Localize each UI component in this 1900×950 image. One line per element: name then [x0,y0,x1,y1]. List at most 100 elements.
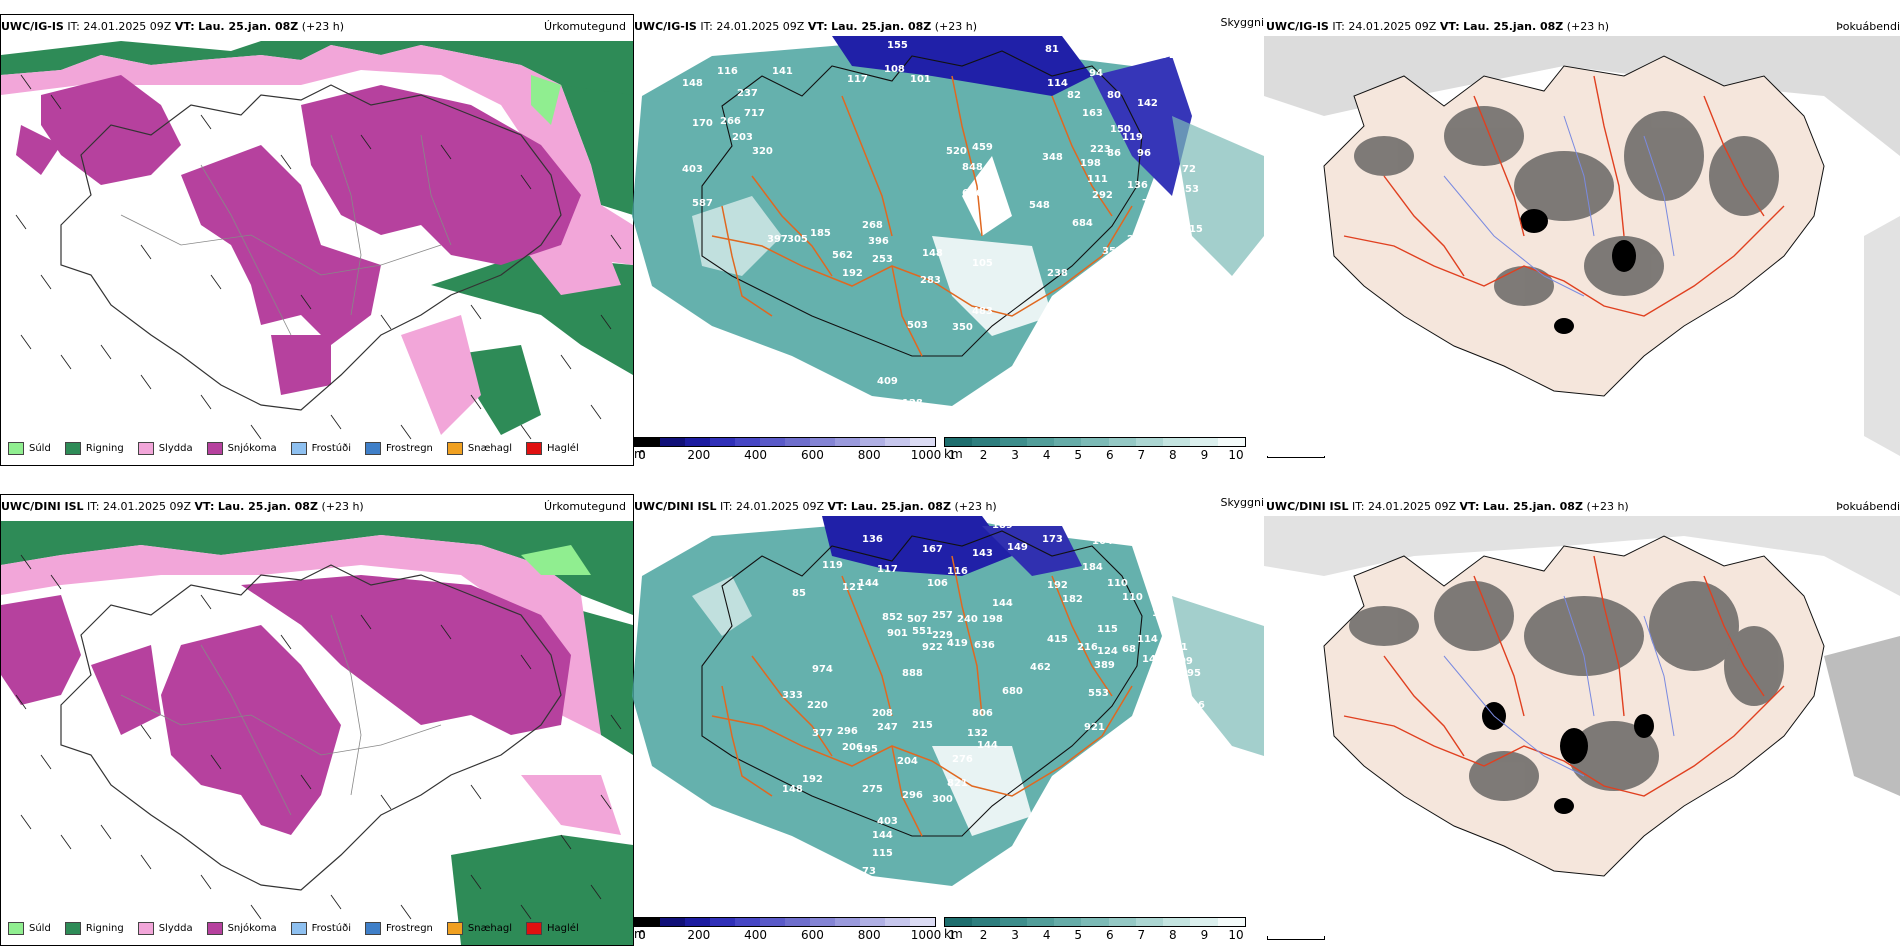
colorbar-segment [1054,918,1082,926]
colorbar-tick-label: 3 [1011,928,1019,942]
colorbar-segment [1026,438,1055,446]
svg-text:233: 233 [1127,234,1148,245]
svg-text:551: 551 [912,626,933,637]
svg-text:119: 119 [822,560,843,571]
svg-text:111: 111 [1087,174,1108,185]
svg-text:119: 119 [1122,132,1143,143]
colorbar-segment [860,918,885,926]
legend-item-snjokoma: Snjókoma [206,442,277,455]
panel-header: UWC/IG-IS IT: 24.01.2025 09Z VT: Lau. 25… [634,20,978,33]
svg-text:155: 155 [887,40,908,51]
colorbar-tick-label: 8 [1169,448,1177,462]
svg-text:72: 72 [1182,164,1196,175]
elevation-bar [634,437,936,447]
visibility-bar [944,437,1246,447]
svg-text:296: 296 [837,726,858,737]
svg-text:305: 305 [787,234,808,245]
svg-text:95: 95 [1187,668,1201,679]
svg-text:114: 114 [1137,634,1158,645]
precip-panel: UWC/DINI ISL IT: 24.01.2025 09Z VT: Lau.… [0,490,634,946]
colorbar-segment [1217,918,1245,926]
svg-text:144: 144 [872,830,893,841]
svg-text:348: 348 [1042,152,1063,163]
svg-text:921: 921 [1084,722,1105,733]
svg-text:462: 462 [1030,662,1051,673]
elevation-bar [634,917,936,927]
svg-text:240: 240 [957,614,978,625]
svg-text:304: 304 [1157,230,1178,241]
panel-header: UWC/DINI ISL IT: 24.01.2025 09Z VT: Lau.… [1266,500,1629,513]
colorbar-segment [885,438,910,446]
precip-title: Úrkomutegund [544,20,626,33]
svg-text:110: 110 [1122,592,1143,603]
svg-text:636: 636 [974,640,995,651]
svg-text:240: 240 [1122,256,1143,267]
fog-panel: UWC/DINI ISL IT: 24.01.2025 09Z VT: Lau.… [1264,490,1900,945]
svg-text:238: 238 [1047,268,1068,279]
svg-text:223: 223 [1090,144,1111,155]
panel-header: UWC/DINI ISL IT: 24.01.2025 09Z VT: Lau.… [634,500,997,513]
precip-legend: Súld Rigning Slydda Snjókoma Frostúði Fr… [8,922,593,935]
svg-text:170: 170 [692,118,713,129]
legend-item-frostregn: Frostregn [365,442,433,455]
svg-text:53: 53 [1185,184,1199,195]
legend-item-haglel: Haglél [526,442,579,455]
svg-text:73: 73 [862,866,876,877]
svg-text:852: 852 [882,612,903,623]
colorbar-segment [1135,918,1164,926]
svg-text:411: 411 [1112,740,1133,751]
legend-item-sudd: Súld [8,922,51,935]
colorbar-segment [810,918,835,926]
colorbar-segment [945,918,973,926]
svg-text:116: 116 [717,66,738,77]
colorbar-segment [885,918,910,926]
svg-text:82: 82 [1067,90,1081,101]
svg-text:128: 128 [902,398,923,409]
legend-item-snjokoma: Snjókoma [206,922,277,935]
legend-item-frostudi: Frostúði [290,442,351,455]
colorbar-segment [760,918,785,926]
svg-text:182: 182 [1062,594,1083,605]
fog-map [1264,516,1900,936]
svg-text:283: 283 [920,275,941,286]
elevation-unit: m [634,447,646,461]
colorbar-segment [635,918,660,926]
colorbar-tick-label: 2 [979,928,988,942]
cloud-map: 135 155 81 453 725 148 116 141 117 108 101 94 237 1… [632,36,1264,431]
svg-text:164: 164 [1092,536,1113,547]
svg-text:148: 148 [782,784,803,795]
visibility-colorbar: 1 2 3 4 5 6 7 8 9 10 km [944,917,1246,942]
colorbar-segment [972,438,1000,446]
colorbar-tick-label: 2 [979,448,988,462]
svg-text:503: 503 [907,320,928,331]
visibility-unit: km [944,447,963,461]
legend-item-slydda: Slydda [137,442,193,455]
colorbar-tick-label: 800 [857,448,881,462]
svg-text:115: 115 [1097,624,1118,635]
svg-text:296: 296 [902,790,923,801]
colorbar-tick-label: 6 [1105,928,1114,942]
svg-text:520: 520 [946,146,967,157]
svg-text:377: 377 [812,728,833,739]
svg-text:148: 148 [682,78,703,89]
svg-text:195: 195 [857,744,878,755]
colorbar-segment [835,918,860,926]
svg-text:247: 247 [877,722,898,733]
svg-text:173: 173 [1042,534,1063,545]
svg-text:429: 429 [1137,722,1158,733]
svg-text:136: 136 [1127,180,1148,191]
legend-item-frostudi: Frostúði [290,922,351,935]
colorbar-segment [910,918,935,926]
svg-text:86: 86 [1107,148,1121,159]
svg-text:117: 117 [877,564,898,575]
svg-text:192: 192 [842,268,863,279]
svg-text:453: 453 [1192,44,1213,55]
colorbar-segment [835,438,860,446]
colorbar-tick-label: 7 [1137,928,1146,942]
precip-legend: Súld Rigning Slydda Snjókoma Frostúði Fr… [8,442,593,455]
svg-text:16: 16 [1152,224,1166,235]
legend-item-rigning: Rigning [64,922,124,935]
panel-header: UWC/IG-IS IT: 24.01.2025 09Z VT: Lau. 25… [1,20,345,33]
svg-text:135: 135 [772,40,793,51]
colorbar-tick-label: 200 [687,448,711,462]
